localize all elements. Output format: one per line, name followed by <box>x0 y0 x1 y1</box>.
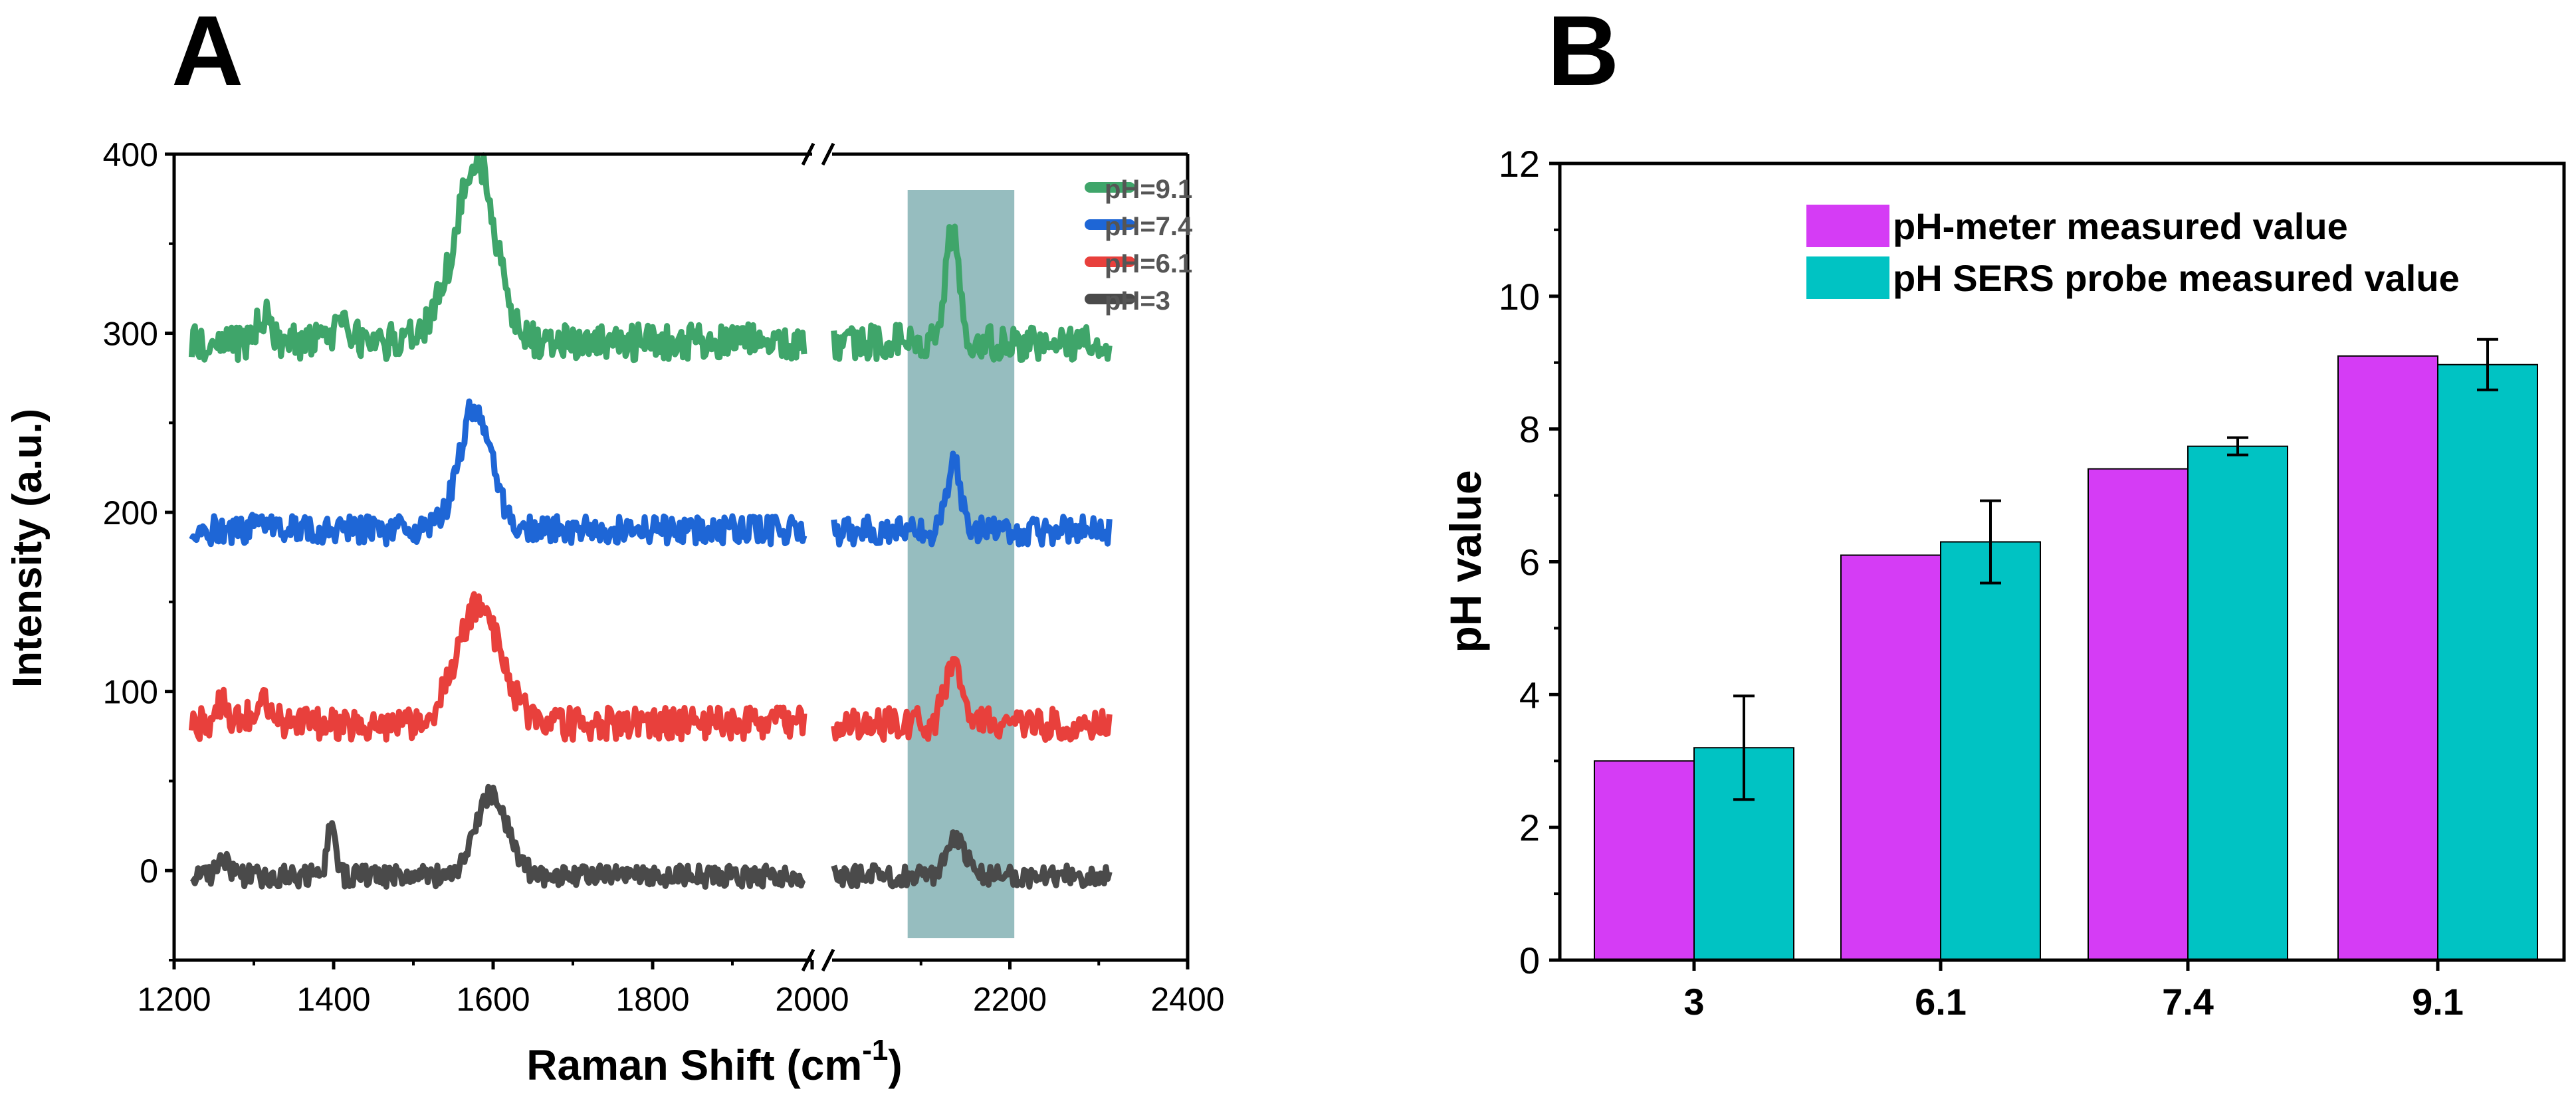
panel-a-label: A <box>171 0 243 106</box>
panel-b-label: B <box>1547 0 1619 106</box>
bar-ph-meter <box>1594 760 1695 961</box>
y-tick-label: 400 <box>103 136 158 173</box>
spectra-series-group <box>188 152 1113 890</box>
y-tick-label: 0 <box>1519 940 1540 981</box>
x-tick-label: 3 <box>1683 981 1704 1023</box>
spectrum-line-pH=3 <box>831 829 1113 890</box>
x-tick-label: 1200 <box>137 981 211 1018</box>
legend-label: pH=7.4 <box>1105 212 1193 241</box>
axis-break-mark <box>821 948 835 972</box>
x-tick-label: 1600 <box>456 981 530 1018</box>
x-tick-label: 6.1 <box>1915 981 1967 1023</box>
legend-label: pH=3 <box>1105 286 1170 316</box>
bar-ph-meter <box>1840 554 1941 961</box>
chart-a-ticks: 0 100 200 300 400 1200 1400 1600 1800 2000 2200 240… <box>103 136 1225 1018</box>
chart-b-legend: pH-meter measured value pH SERS probe mea… <box>1806 205 2460 299</box>
x-tick-label: 1800 <box>615 981 689 1018</box>
bar-sers-probe <box>2437 363 2538 961</box>
legend-label: pH SERS probe measured value <box>1893 257 2460 299</box>
bar-sers-probe <box>1940 541 2041 961</box>
x-tick-label: 7.4 <box>2162 981 2214 1023</box>
y-tick-label: 2 <box>1519 807 1540 849</box>
chart-a-xlabel: Raman Shift (cm-1) <box>526 1034 902 1089</box>
ph-comparison-bar-chart: 0 2 4 6 8 10 12 3 6.1 7.4 9.1 pH-meter measured va… <box>1441 143 2566 1023</box>
x-tick-label: 2400 <box>1150 981 1224 1018</box>
bar-sers-probe <box>2187 445 2288 961</box>
legend-swatch <box>1806 256 1889 299</box>
axis-break-mark <box>801 142 815 166</box>
axis-break-mark <box>821 142 835 166</box>
spectrum-line-pH=7.4 <box>189 398 807 548</box>
x-tick-label: 1400 <box>296 981 370 1018</box>
y-tick-label: 200 <box>103 494 158 532</box>
y-tick-label: 4 <box>1519 674 1540 716</box>
spectrum-line-pH=9.1 <box>831 223 1113 363</box>
x-tick-label: 2200 <box>973 981 1047 1018</box>
spectrum-line-pH=3 <box>189 783 806 890</box>
spectrum-line-pH=6.1 <box>831 656 1113 743</box>
chart-a-legend: pH=9.1 pH=7.4 pH=6.1 pH=3 <box>1085 175 1193 316</box>
axis-break-mark <box>801 948 815 972</box>
spectrum-line-pH=9.1 <box>188 152 807 363</box>
y-tick-label: 300 <box>103 316 158 353</box>
bar-ph-meter <box>2088 468 2189 961</box>
chart-b-ylabel: pH value <box>1441 470 1490 652</box>
bars-group <box>1594 338 2538 961</box>
legend-label: pH=9.1 <box>1105 175 1192 204</box>
legend-swatch <box>1806 205 1889 247</box>
y-tick-label: 8 <box>1519 409 1540 451</box>
spectrum-line-pH=6.1 <box>188 591 807 743</box>
x-tick-label: 9.1 <box>2412 981 2464 1023</box>
y-tick-label: 6 <box>1519 542 1540 583</box>
chart-a-ylabel: Intensity (a.u.) <box>5 409 51 688</box>
y-tick-label: 0 <box>140 852 158 890</box>
legend-label: pH-meter measured value <box>1893 205 2348 247</box>
y-tick-label: 100 <box>103 674 158 711</box>
bar-ph-meter <box>2337 355 2438 961</box>
chart-b-ticks: 0 2 4 6 8 10 12 3 6.1 7.4 9.1 <box>1499 143 2464 1023</box>
x-tick-label: 2000 <box>775 981 849 1018</box>
legend-label: pH=6.1 <box>1105 249 1192 278</box>
y-tick-label: 10 <box>1499 276 1540 318</box>
spectrum-line-pH=7.4 <box>831 451 1113 548</box>
y-tick-label: 12 <box>1499 143 1540 185</box>
raman-spectra-chart: 0 100 200 300 400 1200 1400 1600 1800 2000 2200 240… <box>5 136 1225 1089</box>
